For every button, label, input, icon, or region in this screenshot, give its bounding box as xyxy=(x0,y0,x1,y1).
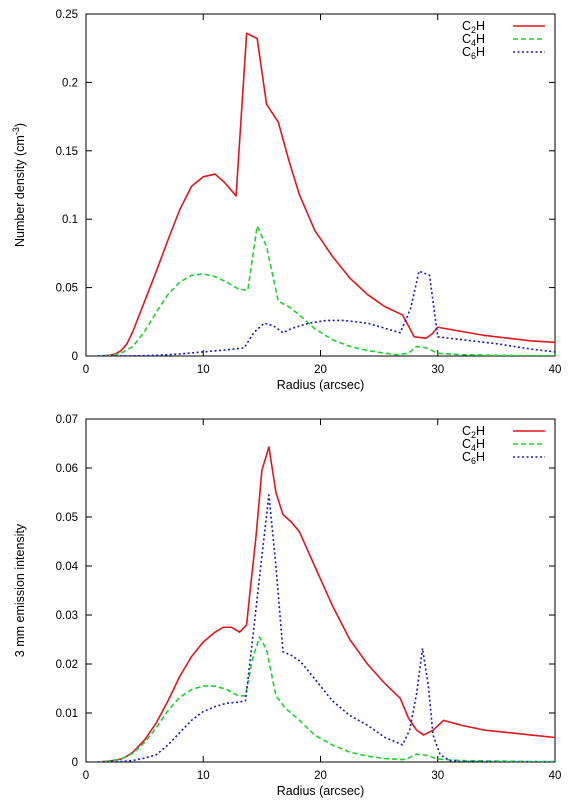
x-tick-label: 0 xyxy=(83,770,89,782)
x-axis-title: Radius (arcsec) xyxy=(277,784,365,798)
legend-label-C6H: C6H xyxy=(462,45,485,61)
y-tick-label: 0.03 xyxy=(56,610,78,622)
x-tick-label: 10 xyxy=(197,770,210,782)
x-tick-label: 30 xyxy=(431,364,444,376)
series-line-C6H xyxy=(97,270,555,356)
x-tick-label: 40 xyxy=(549,770,562,782)
chart-panel-1: 0 10 20 30 40 0 0.05 0.1 0.15 0.2 0.25 Radius (arcs… xyxy=(11,9,561,392)
y-tick-label: 0.02 xyxy=(56,659,78,671)
y-tick-label: 0.05 xyxy=(56,512,78,524)
x-tick-label: 10 xyxy=(197,364,210,376)
x-tick-label: 20 xyxy=(314,364,327,376)
x-tick-label: 20 xyxy=(314,770,327,782)
legend-label-C2H: C2H xyxy=(462,19,485,35)
y-tick-label: 0 xyxy=(72,757,78,769)
legend-label-C2H: C2H xyxy=(462,424,485,440)
y-axis-title: 3 mm emission intensity xyxy=(13,523,27,657)
y-tick-label: 0.1 xyxy=(62,214,78,226)
y-tick-label: 0.06 xyxy=(56,463,78,475)
legend-label-C4H: C4H xyxy=(462,437,485,453)
y-tick-label: 0.07 xyxy=(56,414,78,426)
y-tick-label: 0 xyxy=(72,351,78,363)
y-tick-label: 0.15 xyxy=(56,146,78,158)
y-tick-label: 0.04 xyxy=(56,561,79,573)
x-axis-title: Radius (arcsec) xyxy=(277,378,365,392)
chart-panel-2: 0 10 20 30 40 0 0.01 0.02 0.03 0.04 0.05 0.06 0.07 Ra… xyxy=(13,414,561,798)
series-line-C2H xyxy=(97,32,555,356)
series-line-C2H xyxy=(97,446,555,762)
y-tick-label: 0.01 xyxy=(56,708,78,720)
plot-frame xyxy=(85,13,556,357)
legend-label-C6H: C6H xyxy=(462,450,485,466)
legend-label-C4H: C4H xyxy=(462,32,485,48)
x-tick-label: 30 xyxy=(431,770,444,782)
y-tick-label: 0.25 xyxy=(56,9,78,21)
y-tick-label: 0.2 xyxy=(62,77,78,89)
series-line-C6H xyxy=(97,494,555,762)
series-line-C4H xyxy=(97,636,555,762)
x-tick-label: 40 xyxy=(549,364,562,376)
x-tick-label: 0 xyxy=(83,364,89,376)
y-axis-title: Number density (cm-3) xyxy=(11,123,27,247)
y-tick-label: 0.05 xyxy=(56,283,78,295)
plot-frame xyxy=(85,418,556,763)
